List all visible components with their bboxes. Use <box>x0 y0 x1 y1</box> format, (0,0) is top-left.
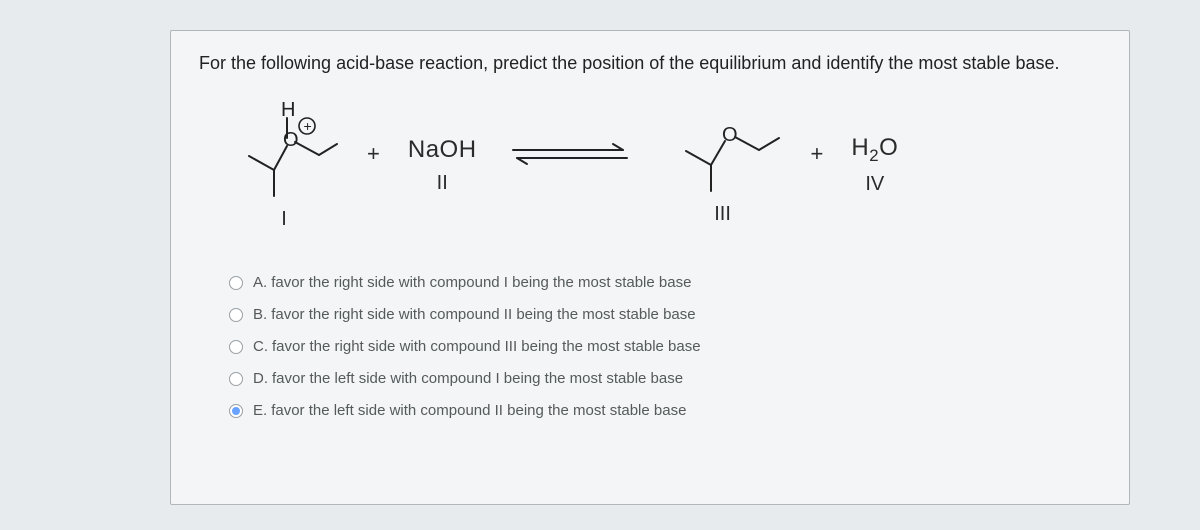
compound-1: O H + I <box>229 100 339 231</box>
radio-icon[interactable] <box>229 276 243 290</box>
compound-3: O III <box>663 105 783 226</box>
answer-option[interactable]: E. favor the left side with compound II … <box>229 402 1101 419</box>
question-card: For the following acid-base reaction, pr… <box>170 30 1130 505</box>
compound-4-formula: H2O <box>851 134 898 166</box>
oxonium-structure-icon: O H + <box>229 100 339 200</box>
question-prompt: For the following acid-base reaction, pr… <box>199 53 1101 74</box>
option-letter: D. <box>253 370 268 387</box>
svg-text:O: O <box>722 124 738 146</box>
answer-option[interactable]: B. favor the right side with compound II… <box>229 306 1101 323</box>
compound-2-label: II <box>437 172 448 195</box>
answer-option[interactable]: A. favor the right side with compound I … <box>229 274 1101 291</box>
equilibrium-arrow-icon <box>505 139 635 191</box>
compound-4-label: IV <box>865 173 884 196</box>
reaction-equation: O H + I + NaOH II <box>229 100 1101 230</box>
compound-4: H2O IV <box>851 134 898 197</box>
option-text: favor the right side with compound II be… <box>271 306 695 323</box>
plus-sign-2: + <box>811 141 824 189</box>
compound-1-label: I <box>281 208 287 231</box>
compound-3-label: III <box>714 203 731 226</box>
option-letter: E. <box>253 402 267 419</box>
radio-icon[interactable] <box>229 404 243 418</box>
answer-option[interactable]: C. favor the right side with compound II… <box>229 338 1101 355</box>
option-text: favor the left side with compound II bei… <box>271 402 686 419</box>
answer-option[interactable]: D. favor the left side with compound I b… <box>229 370 1101 387</box>
svg-text:O: O <box>283 129 299 151</box>
radio-icon[interactable] <box>229 308 243 322</box>
plus-sign-1: + <box>367 141 380 189</box>
option-letter: A. <box>253 274 267 291</box>
option-letter: C. <box>253 338 268 355</box>
svg-text:+: + <box>304 118 312 134</box>
compound-2-formula: NaOH <box>408 136 477 164</box>
radio-icon[interactable] <box>229 372 243 386</box>
ether-structure-icon: O <box>663 105 783 195</box>
option-text: favor the right side with compound III b… <box>272 338 701 355</box>
compound-2: NaOH II <box>408 136 477 195</box>
option-text: favor the right side with compound I bei… <box>271 274 691 291</box>
option-text: favor the left side with compound I bein… <box>272 370 683 387</box>
answer-options: A. favor the right side with compound I … <box>229 274 1101 419</box>
option-letter: B. <box>253 306 267 323</box>
svg-text:H: H <box>281 100 295 121</box>
radio-icon[interactable] <box>229 340 243 354</box>
